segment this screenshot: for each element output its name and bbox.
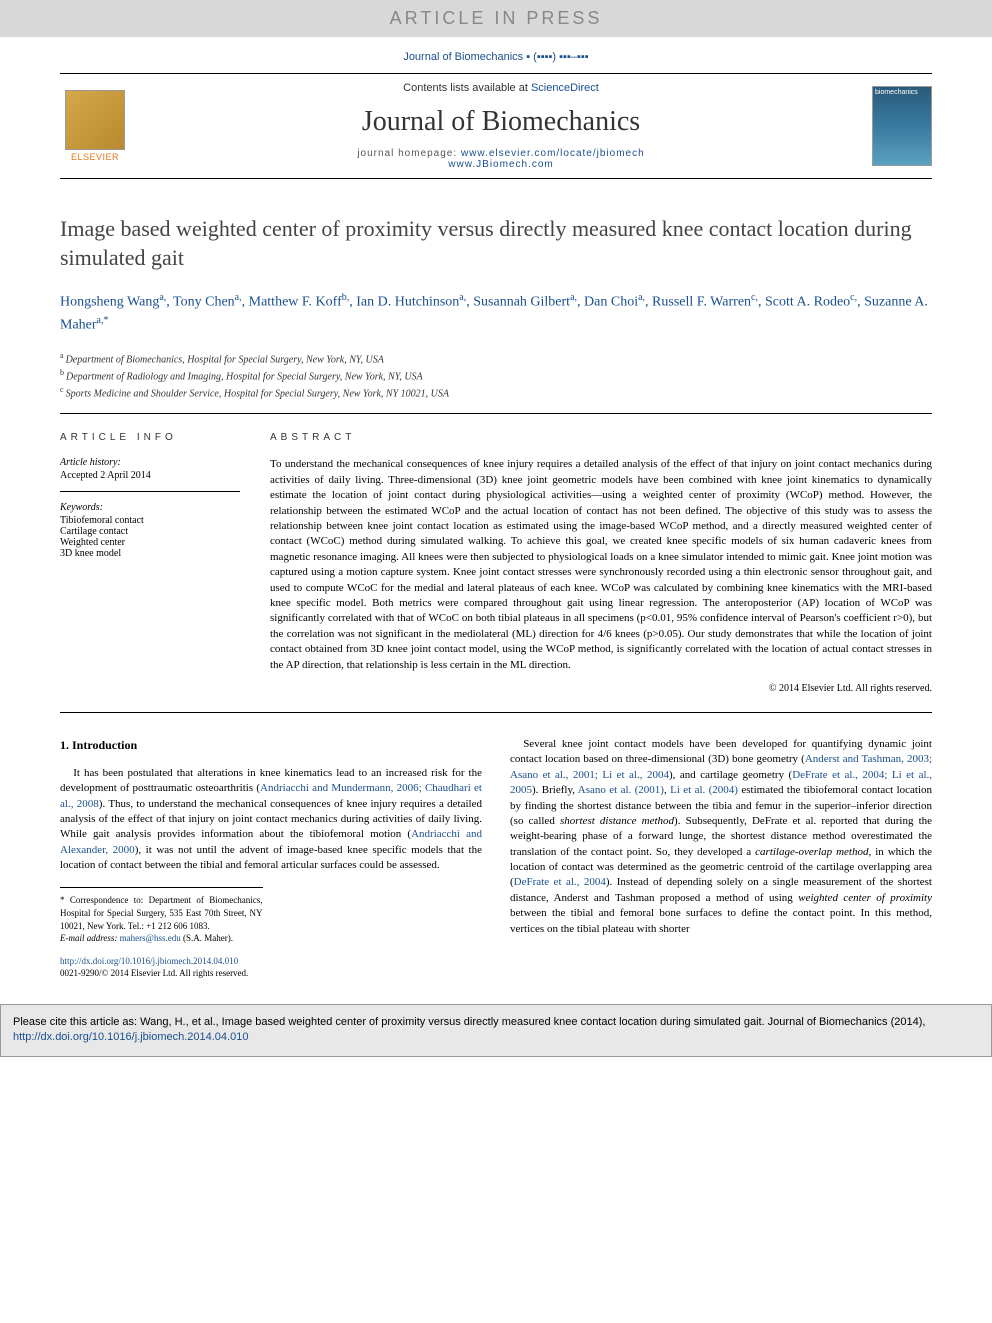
affiliation-mark: , bbox=[464, 292, 467, 303]
affiliation-mark: , bbox=[239, 292, 242, 303]
journal-cover-thumb[interactable]: biomechanics bbox=[872, 86, 932, 166]
affiliation: b Department of Radiology and Imaging, H… bbox=[60, 367, 932, 384]
abstract-heading: ABSTRACT bbox=[270, 432, 932, 443]
affiliation-mark: a,* bbox=[97, 315, 109, 326]
citation-box: Please cite this article as: Wang, H., e… bbox=[0, 1004, 992, 1057]
contents-available: Contents lists available at ScienceDirec… bbox=[142, 82, 860, 94]
cite-doi-link[interactable]: http://dx.doi.org/10.1016/j.jbiomech.201… bbox=[13, 1031, 248, 1043]
affiliation: c Sports Medicine and Shoulder Service, … bbox=[60, 384, 932, 401]
text: ), and cartilage geometry ( bbox=[669, 769, 792, 781]
citation-link[interactable]: Li et al. (2004) bbox=[670, 784, 738, 796]
email-post: (S.A. Maher). bbox=[181, 933, 233, 943]
affiliation-mark: , bbox=[643, 292, 646, 303]
intro-heading: 1. Introduction bbox=[60, 737, 482, 754]
journal-reference: Journal of Biomechanics ▪ (▪▪▪▪) ▪▪▪–▪▪▪ bbox=[60, 37, 932, 73]
author: Scott A. Rodeo bbox=[765, 295, 850, 310]
affiliation-mark: , bbox=[755, 292, 758, 303]
history-label: Article history: bbox=[60, 457, 240, 468]
article-in-press-banner: ARTICLE IN PRESS bbox=[0, 0, 992, 37]
doi-block: http://dx.doi.org/10.1016/j.jbiomech.201… bbox=[60, 955, 482, 980]
copyright-line: © 2014 Elsevier Ltd. All rights reserved… bbox=[270, 683, 932, 694]
citation-link[interactable]: DeFrate et al., 2004 bbox=[514, 876, 606, 888]
author: Hongsheng Wang bbox=[60, 295, 159, 310]
homepage-link-2[interactable]: www.JBiomech.com bbox=[448, 159, 553, 170]
journal-title: Journal of Biomechanics bbox=[142, 106, 860, 138]
cite-text: Please cite this article as: Wang, H., e… bbox=[13, 1016, 925, 1028]
author: Ian D. Hutchinson bbox=[356, 295, 459, 310]
author: Dan Choi bbox=[584, 295, 638, 310]
keyword: Weighted center bbox=[60, 537, 240, 548]
intro-paragraph-2: Several knee joint contact models have b… bbox=[510, 737, 932, 937]
intro-paragraph-1: It has been postulated that alterations … bbox=[60, 766, 482, 874]
journal-homepage: journal homepage: www.elsevier.com/locat… bbox=[142, 148, 860, 170]
affiliation-sup: a bbox=[60, 351, 66, 360]
keyword: Cartilage contact bbox=[60, 526, 240, 537]
elsevier-tree-icon bbox=[65, 90, 125, 150]
affiliation: a Department of Biomechanics, Hospital f… bbox=[60, 350, 932, 367]
citation-link[interactable]: Asano et al. (2001) bbox=[578, 784, 664, 796]
elsevier-text: ELSEVIER bbox=[71, 152, 119, 162]
keywords-list: Tibiofemoral contactCartilage contactWei… bbox=[60, 515, 240, 559]
email-link[interactable]: mahers@hss.edu bbox=[120, 933, 181, 943]
homepage-link-1[interactable]: www.elsevier.com/locate/jbiomech bbox=[461, 148, 645, 159]
contents-prefix: Contents lists available at bbox=[403, 82, 531, 94]
affiliation-sup: c bbox=[60, 385, 66, 394]
author: Tony Chen bbox=[173, 295, 235, 310]
affiliation-mark: , bbox=[347, 292, 350, 303]
term-weighted-center: weighted center of proximity bbox=[798, 892, 932, 904]
author: Russell F. Warren bbox=[652, 295, 751, 310]
sciencedirect-link[interactable]: ScienceDirect bbox=[531, 82, 599, 94]
doi-link[interactable]: http://dx.doi.org/10.1016/j.jbiomech.201… bbox=[60, 956, 238, 966]
affiliation-mark: , bbox=[855, 292, 858, 303]
text: between the tibial and femoral bone surf… bbox=[510, 907, 932, 934]
email-label: E-mail address: bbox=[60, 933, 120, 943]
issn-line: 0021-9290/© 2014 Elsevier Ltd. All right… bbox=[60, 968, 248, 978]
affiliation-mark: , bbox=[575, 292, 578, 303]
affiliation-sup: b bbox=[60, 368, 66, 377]
history-value: Accepted 2 April 2014 bbox=[60, 470, 240, 481]
term-shortest-distance: shortest distance method bbox=[560, 815, 674, 827]
article-info-heading: ARTICLE INFO bbox=[60, 432, 240, 443]
author: Matthew F. Koff bbox=[249, 295, 342, 310]
keywords-label: Keywords: bbox=[60, 502, 240, 513]
keyword: Tibiofemoral contact bbox=[60, 515, 240, 526]
divider bbox=[60, 712, 932, 713]
affiliation-mark: , bbox=[164, 292, 167, 303]
article-info-column: ARTICLE INFO Article history: Accepted 2… bbox=[60, 432, 240, 693]
author: Susannah Gilbert bbox=[473, 295, 570, 310]
affiliations: a Department of Biomechanics, Hospital f… bbox=[60, 350, 932, 402]
author-list: Hongsheng Wanga,, Tony Chena,, Matthew F… bbox=[60, 290, 932, 335]
cover-text: biomechanics bbox=[875, 89, 918, 96]
article-title: Image based weighted center of proximity… bbox=[60, 215, 932, 272]
homepage-label: journal homepage: bbox=[357, 148, 461, 159]
correspondence-footnote: * Correspondence to: Department of Biome… bbox=[60, 887, 263, 944]
divider bbox=[60, 413, 932, 414]
correspondence-text: * Correspondence to: Department of Biome… bbox=[60, 894, 263, 932]
elsevier-logo[interactable]: ELSEVIER bbox=[60, 86, 130, 166]
abstract-column: ABSTRACT To understand the mechanical co… bbox=[270, 432, 932, 693]
journal-header: ELSEVIER Contents lists available at Sci… bbox=[60, 73, 932, 179]
abstract-text: To understand the mechanical consequence… bbox=[270, 457, 932, 672]
term-cartilage-overlap: cartilage-overlap method bbox=[755, 846, 868, 858]
keyword: 3D knee model bbox=[60, 548, 240, 559]
body-two-column: 1. Introduction It has been postulated t… bbox=[60, 737, 932, 980]
text: ). Briefly, bbox=[532, 784, 578, 796]
